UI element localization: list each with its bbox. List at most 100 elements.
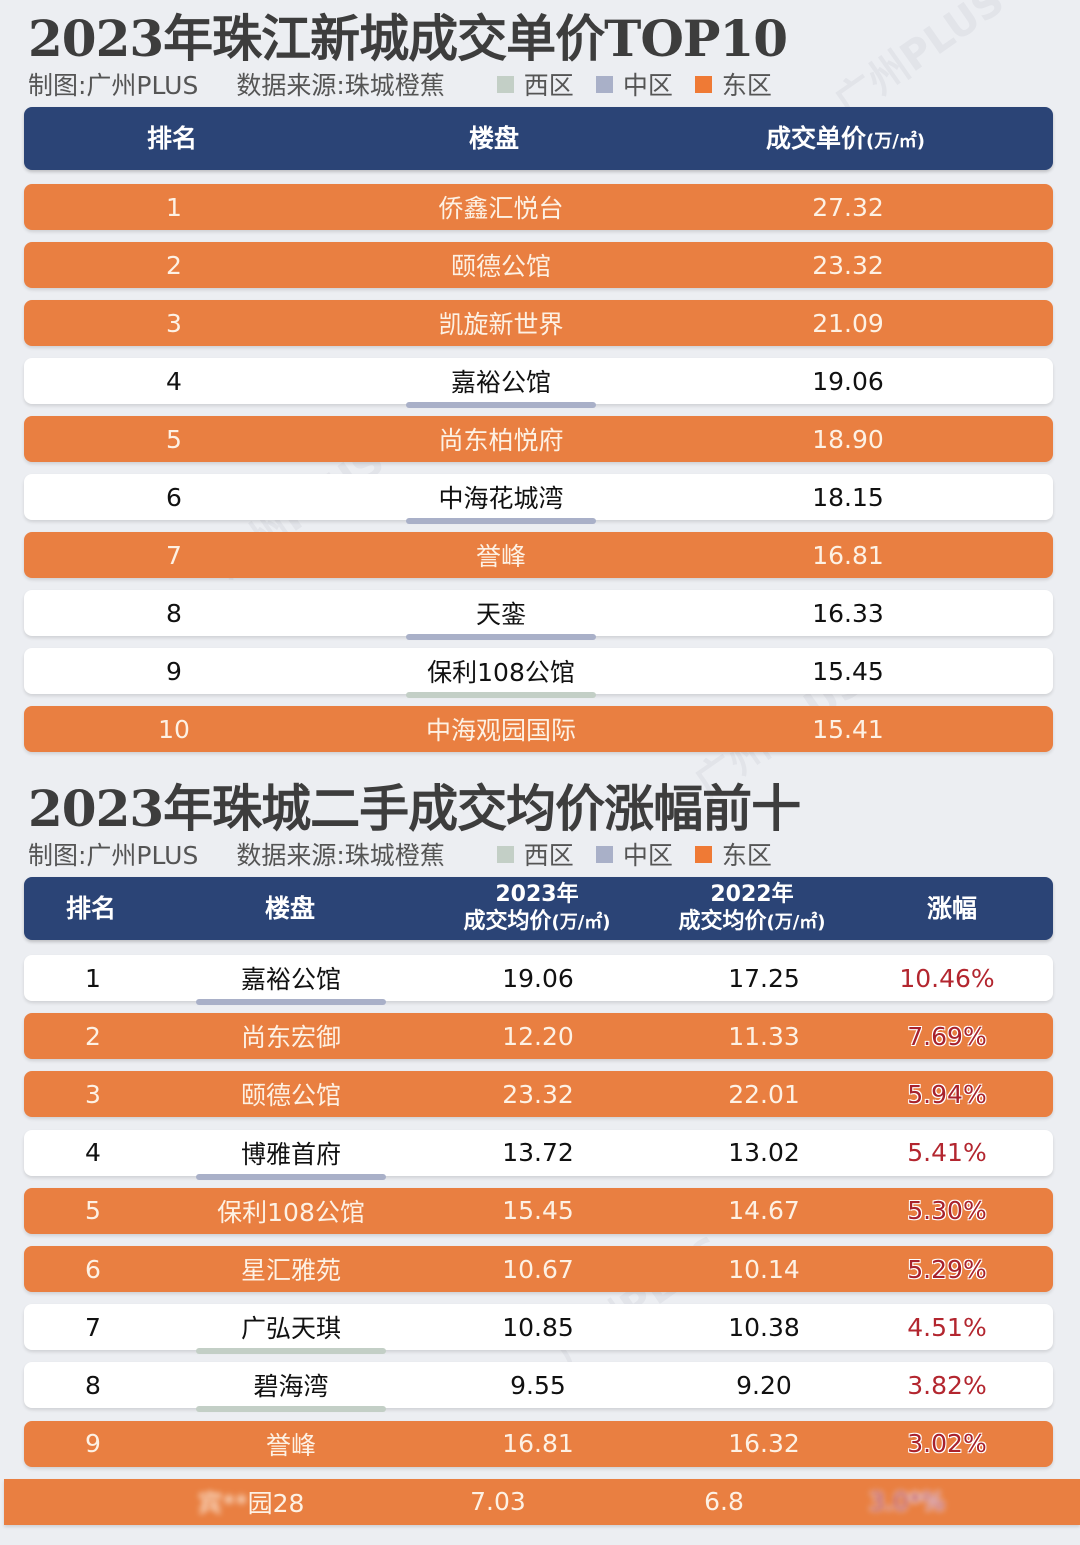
- price-cell: 15.45: [812, 656, 884, 686]
- zone-underline: [406, 692, 596, 698]
- price-cell: 15.41: [812, 714, 884, 744]
- change-cell: 5.94%: [907, 1079, 987, 1109]
- price-cell: 27.32: [812, 192, 884, 222]
- table-row: 9 保利108公馆 15.45: [24, 648, 1053, 698]
- p2022-cell: 16.32: [728, 1429, 800, 1459]
- table-row: 10 中海观园国际 15.41: [24, 706, 1053, 752]
- price-cell: 18.90: [812, 424, 884, 454]
- name-cell: 中海花城湾: [324, 474, 678, 524]
- p2022-cell: 10.14: [728, 1254, 800, 1284]
- name-cell: 颐德公馆: [450, 252, 551, 281]
- p2023-cell: 9.55: [510, 1370, 566, 1400]
- p2022-cell: 22.01: [728, 1079, 800, 1109]
- rank-cell: 6: [166, 482, 182, 512]
- header-2022: 2022年 成交均价(万/㎡): [678, 882, 826, 934]
- legend-central: 中区: [595, 66, 673, 102]
- zone-underline: [196, 1406, 386, 1413]
- p2022-cell: 14.67: [728, 1196, 800, 1226]
- header-rank: 排名: [146, 123, 197, 153]
- p2022-cell: 17.25: [728, 963, 800, 993]
- p2023-cell: 10.67: [502, 1254, 574, 1284]
- rank-cell: 4: [166, 366, 182, 396]
- swatch-west-icon: [496, 845, 514, 863]
- name-cell: 嘉裕公馆: [162, 955, 420, 1005]
- rank-cell: 1: [166, 192, 182, 222]
- p2023-cell: 12.20: [502, 1021, 574, 1051]
- zone-underline: [196, 999, 386, 1005]
- name-cell: 嘉裕公馆: [324, 358, 678, 408]
- rank-cell: 7: [85, 1312, 101, 1342]
- legend-west: 西区: [496, 66, 574, 102]
- rank-cell: 10: [158, 714, 190, 744]
- name-cell: 保利108公馆: [324, 648, 678, 698]
- table-row: 8 碧海湾 9.55 9.20 3.82%: [24, 1362, 1053, 1413]
- table-row: 宾** 园28 7.03 6.8 3.0*%: [4, 1478, 1080, 1525]
- header-2023: 2023年 成交均价(万/㎡): [463, 882, 611, 934]
- swatch-central-icon: [595, 845, 613, 863]
- table-row: 4 博雅首府 13.72 13.02 5.41%: [24, 1129, 1053, 1180]
- p2023-cell: 7.03: [470, 1487, 526, 1517]
- rank-cell: 5: [166, 424, 182, 454]
- header-rank: 排名: [65, 893, 116, 923]
- p2023-cell: 15.45: [502, 1196, 574, 1226]
- table-row: 8 天銮 16.33: [24, 590, 1053, 640]
- name-cell: 侨鑫汇悦台: [438, 194, 564, 223]
- name-cell: 尚东宏御: [240, 1023, 341, 1053]
- p2022-cell: 10.38: [728, 1312, 800, 1342]
- table1-title: 2023年珠江新城成交单价TOP10: [28, 9, 788, 68]
- table-row: 3 凯旋新世界 21.09: [24, 300, 1053, 346]
- p2022-cell: 13.02: [728, 1138, 800, 1168]
- p2023-cell: 16.81: [502, 1429, 574, 1459]
- price-cell: 21.09: [812, 308, 884, 338]
- name-cell: 保利108公馆: [217, 1197, 365, 1227]
- table2-title: 2023年珠城二手成交均价涨幅前十: [28, 779, 801, 838]
- zone-underline: [196, 1348, 386, 1355]
- table-row: 1 嘉裕公馆 19.06 17.25 10.46%: [24, 955, 1053, 1005]
- rank-cell: [4, 1479, 122, 1525]
- rank-cell: 9: [85, 1429, 101, 1459]
- p2022-cell: 9.20: [736, 1370, 792, 1400]
- table-row: 9 誉峰 16.81 16.32 3.02%: [24, 1420, 1053, 1467]
- table1-subline: 制图:广州PLUS 数据来源:珠城橙蕉 西区 中区 东区: [28, 66, 794, 102]
- change-cell: 3.0*%: [868, 1487, 945, 1517]
- swatch-west-icon: [496, 75, 514, 93]
- table2-header: 排名 楼盘 2023年 成交均价(万/㎡) 2022年 成交均价(万/㎡) 涨幅: [24, 877, 1053, 940]
- table-row: 1 侨鑫汇悦台 27.32: [24, 184, 1053, 230]
- change-cell: 3.02%: [907, 1429, 987, 1459]
- change-cell: 10.46%: [899, 963, 995, 993]
- credit: 制图:广州PLUS: [28, 71, 199, 100]
- rank-cell: 2: [85, 1021, 101, 1051]
- header-change: 涨幅: [926, 893, 977, 923]
- rank-cell: 6: [85, 1254, 101, 1284]
- name-cell: 星汇雅苑: [240, 1256, 341, 1285]
- header-price: 成交单价(万/㎡): [765, 123, 926, 153]
- table-row: 6 星汇雅苑 10.67 10.14 5.29%: [24, 1246, 1053, 1292]
- table-row: 2 尚东宏御 12.20 11.33 7.69%: [24, 1013, 1053, 1060]
- watermark: 广州PLUS: [546, 1227, 733, 1377]
- table-row: 2 颐德公馆 23.32: [24, 242, 1053, 288]
- source: 数据来源:珠城橙蕉: [236, 71, 445, 100]
- header-name: 楼盘: [264, 893, 315, 923]
- credit: 制图:广州PLUS: [28, 841, 199, 870]
- legend-west: 西区: [496, 836, 574, 872]
- rank-cell: 4: [85, 1138, 101, 1168]
- table-row: 7 广弘天琪 10.85 10.38 4.51%: [24, 1304, 1053, 1355]
- table-row: 6 中海花城湾 18.15: [24, 474, 1053, 524]
- p2023-cell: 23.32: [502, 1079, 574, 1109]
- name-cell: 博雅首府: [162, 1130, 420, 1180]
- name-cell: 颐德公馆: [240, 1081, 341, 1111]
- p2023-cell: 19.06: [502, 963, 574, 993]
- zone-underline: [406, 634, 596, 640]
- name-cell: 天銮: [324, 590, 678, 640]
- legend-east: 东区: [694, 66, 772, 102]
- table2-subline: 制图:广州PLUS 数据来源:珠城橙蕉 西区 中区 东区: [28, 836, 794, 872]
- change-cell: 4.51%: [907, 1312, 987, 1342]
- swatch-east-icon: [694, 845, 712, 863]
- change-cell: 3.82%: [907, 1370, 987, 1400]
- change-cell: 5.30%: [907, 1196, 987, 1226]
- table-row: 5 保利108公馆 15.45 14.67 5.30%: [24, 1187, 1053, 1234]
- zone-underline: [406, 402, 596, 408]
- rank-cell: 7: [166, 540, 182, 570]
- source: 数据来源:珠城橙蕉: [236, 841, 445, 870]
- name-cell: 尚东柏悦府: [438, 426, 564, 455]
